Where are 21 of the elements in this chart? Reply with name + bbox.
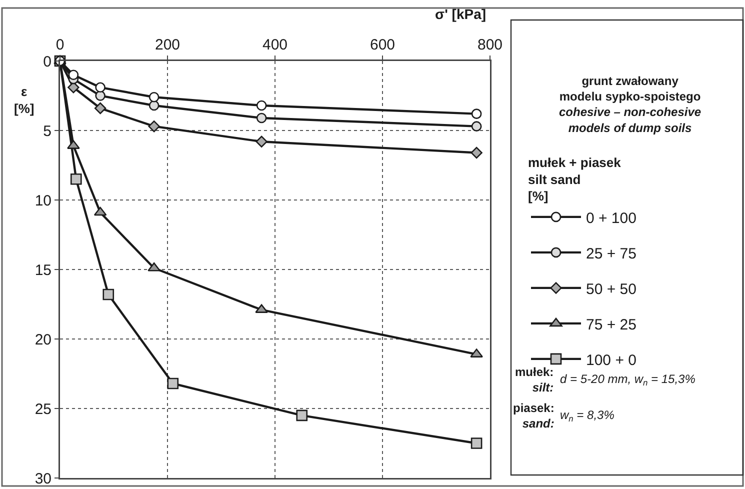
legend-title: mułek + piasek silt sand [%]	[528, 154, 622, 204]
x-tick-label: 800	[477, 36, 503, 54]
x-tick-label: 400	[262, 36, 288, 54]
x-tick-label: 600	[370, 36, 396, 54]
legend-label: 25 + 75	[586, 245, 636, 262]
y-tick-label: 30	[34, 470, 52, 488]
x-tick-label: 0	[56, 36, 64, 54]
y-tick-label: 20	[34, 331, 52, 348]
legend-label: 50 + 50	[586, 280, 636, 298]
text: grunt zwałowany modelu sypko-spoistego cohesive – non-cohesive models of dump soils	[559, 74, 702, 135]
legend-label: 0 + 100	[586, 210, 636, 227]
y-tick-label: 15	[34, 262, 52, 279]
legend-label: 75 + 25	[586, 316, 636, 334]
y-tick-label: 10	[34, 192, 52, 210]
y-tick-label: 0	[43, 53, 52, 70]
legend-label: 100 + 0	[586, 352, 636, 369]
x-tick-label: 200	[154, 36, 180, 54]
y-tick-label: 5	[43, 122, 52, 140]
y-tick-label: 25	[34, 400, 52, 418]
y-axis-title: ε [%]	[14, 84, 34, 116]
x-axis-title: σ' [kPa]	[435, 6, 486, 22]
